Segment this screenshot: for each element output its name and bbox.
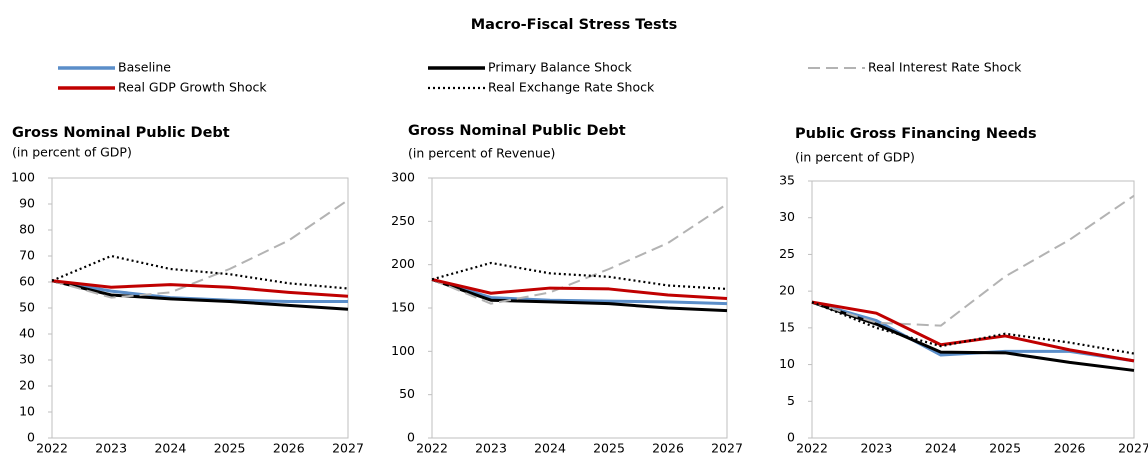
chart-subtitle: (in percent of Revenue) [408,146,555,161]
legend-label: Baseline [118,60,171,75]
y-tick-label: 10 [779,356,795,371]
y-tick-label: 10 [19,404,35,419]
y-tick-label: 0 [787,430,795,445]
x-tick-label: 2026 [1054,441,1086,455]
series-line [51,199,349,299]
y-tick-label: 5 [787,393,795,408]
y-tick-label: 80 [19,222,35,237]
x-tick-label: 2023 [95,441,127,455]
series-line [431,277,728,313]
x-tick-label: 2022 [796,441,828,455]
y-tick-label: 100 [11,170,35,185]
figure-title: Macro-Fiscal Stress Tests [471,17,678,33]
x-tick-label: 2022 [416,441,448,455]
y-tick-label: 90 [19,196,35,211]
y-tick-label: 100 [391,343,415,358]
y-tick-label: 40 [19,326,35,341]
x-tick-label: 2022 [36,441,68,455]
x-tick-label: 2024 [925,441,957,455]
chart-subtitle: (in percent of GDP) [795,150,915,165]
chart-title: Gross Nominal Public Debt [408,123,626,139]
y-tick-label: 15 [779,319,795,334]
series-line [51,279,349,311]
y-tick-label: 20 [19,378,35,393]
series-line [811,300,1135,372]
x-tick-label: 2026 [652,441,684,455]
legend-label: Real Exchange Rate Shock [488,80,655,95]
y-tick-label: 60 [19,274,35,289]
x-tick-label: 2025 [593,441,625,455]
legend-label: Real GDP Growth Shock [118,80,267,95]
y-tick-label: 50 [19,300,35,315]
y-tick-label: 0 [407,430,415,445]
series-line [811,300,1135,363]
x-tick-label: 2024 [534,441,566,455]
series-line [431,261,728,291]
y-tick-label: 300 [391,170,415,185]
y-tick-label: 0 [27,430,35,445]
x-tick-label: 2027 [1118,441,1148,455]
y-tick-label: 150 [391,300,415,315]
x-tick-label: 2025 [214,441,246,455]
series-line [431,277,728,306]
y-tick-label: 25 [779,246,795,261]
y-tick-label: 250 [391,213,415,228]
y-tick-label: 30 [779,209,795,224]
x-tick-label: 2027 [711,441,743,455]
series-line [51,279,349,298]
x-tick-label: 2023 [475,441,507,455]
series-line [51,254,349,290]
x-tick-label: 2026 [273,441,305,455]
plot-frame [51,177,349,439]
y-tick-label: 200 [391,256,415,271]
y-tick-label: 20 [779,283,795,298]
x-tick-label: 2023 [860,441,892,455]
legend-label: Real Interest Rate Shock [868,60,1022,75]
y-tick-label: 50 [399,386,415,401]
legend-label: Primary Balance Shock [488,60,632,75]
y-tick-label: 70 [19,248,35,263]
chart-title: Public Gross Financing Needs [795,126,1037,142]
y-tick-label: 30 [19,352,35,367]
series-line [811,194,1135,327]
x-tick-label: 2025 [989,441,1021,455]
chart-title: Gross Nominal Public Debt [12,125,230,141]
y-tick-label: 35 [779,173,795,188]
x-tick-label: 2024 [154,441,186,455]
plot-frame [811,180,1135,439]
chart-subtitle: (in percent of GDP) [12,145,132,160]
series-line [431,203,728,305]
series-line [431,277,728,300]
x-tick-label: 2027 [332,441,364,455]
